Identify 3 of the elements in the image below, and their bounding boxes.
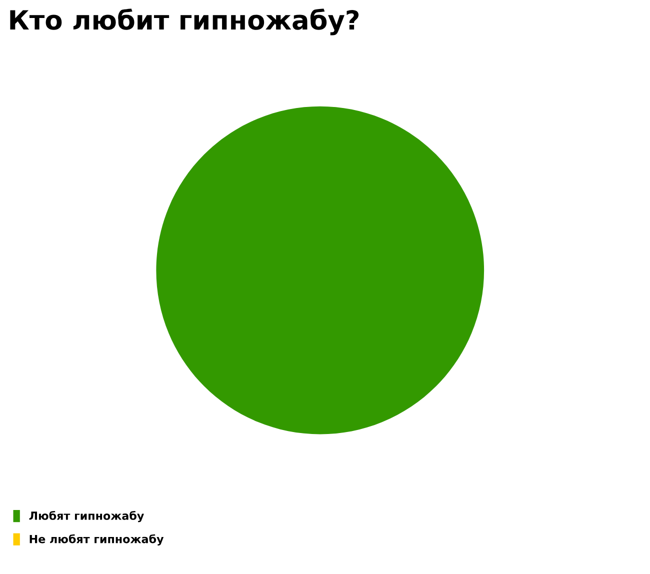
chart-title: Кто любит гипножабу? <box>10 8 359 36</box>
legend-label: Любят гипножабу <box>29 510 144 522</box>
legend-label: Не любят гипножабу <box>30 534 164 546</box>
